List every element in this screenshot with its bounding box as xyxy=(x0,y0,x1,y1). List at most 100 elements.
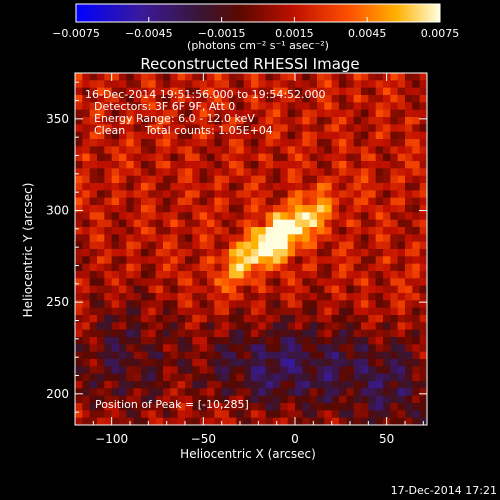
heatmap-cell xyxy=(170,234,179,243)
heatmap-cell xyxy=(133,249,142,257)
heatmap-cell xyxy=(126,161,135,169)
heatmap-cell xyxy=(331,285,340,294)
heatmap-cell xyxy=(148,271,157,279)
heatmap-cell xyxy=(346,359,355,367)
heatmap-cell xyxy=(265,388,274,397)
heatmap-cell xyxy=(368,153,377,162)
heatmap-cell xyxy=(221,381,230,389)
heatmap-cell xyxy=(119,395,127,404)
heatmap-cell xyxy=(346,329,355,338)
heatmap-cell xyxy=(104,285,113,294)
heatmap-cell xyxy=(111,117,120,125)
heatmap-cell xyxy=(287,351,296,360)
heatmap-cell xyxy=(390,183,399,191)
heatmap-cell xyxy=(287,153,296,162)
heatmap-cell xyxy=(89,219,98,228)
heatmap-cell xyxy=(148,388,157,397)
heatmap-cell xyxy=(97,197,105,206)
heatmap-cell xyxy=(163,263,171,272)
heatmap-cell xyxy=(75,263,83,272)
heatmap-cell xyxy=(89,285,98,294)
heatmap-cell xyxy=(412,329,421,338)
heatmap-cell xyxy=(287,263,296,272)
heatmap-cell xyxy=(207,263,215,272)
heatmap-cell xyxy=(273,168,281,177)
heatmap-cell xyxy=(419,227,428,235)
heatmap-cell xyxy=(199,300,208,309)
heatmap-cell xyxy=(353,102,362,111)
heatmap-cell xyxy=(339,197,347,206)
heatmap-cell xyxy=(89,315,98,323)
heatmap-cell xyxy=(243,102,252,111)
heatmap-cell xyxy=(148,95,157,103)
heatmap-cell xyxy=(309,322,318,331)
heatmap-cell xyxy=(170,124,179,133)
heatmap-cell xyxy=(229,205,237,213)
heatmap-cell xyxy=(412,417,421,426)
heatmap-cell xyxy=(309,329,318,338)
heatmap-cell xyxy=(397,256,406,265)
heatmap-cell xyxy=(82,263,91,272)
heatmap-cell xyxy=(419,212,428,221)
heatmap-cell xyxy=(214,388,223,397)
heatmap-cell xyxy=(243,337,252,345)
heatmap-cell xyxy=(89,73,98,81)
heatmap-cell xyxy=(280,337,289,345)
heatmap-cell xyxy=(207,219,215,228)
heatmap-cell xyxy=(104,175,113,184)
heatmap-cell xyxy=(339,410,347,419)
heatmap-cell xyxy=(221,175,230,184)
heatmap-cell xyxy=(375,351,384,360)
heatmap-cell xyxy=(405,322,413,331)
heatmap-cell xyxy=(324,381,333,389)
heatmap-cell xyxy=(295,373,303,382)
heatmap-cell xyxy=(419,359,428,367)
heatmap-cell xyxy=(251,366,259,375)
heatmap-cell xyxy=(185,212,193,221)
heatmap-cell xyxy=(419,153,428,162)
heatmap-cell xyxy=(265,139,274,147)
heatmap-cell xyxy=(199,263,208,272)
heatmap-cell xyxy=(111,300,120,309)
heatmap-cell xyxy=(163,329,171,338)
heatmap-cell xyxy=(397,205,406,213)
heatmap-cell xyxy=(119,344,127,353)
heatmap-cell xyxy=(346,102,355,111)
heatmap-cell xyxy=(383,146,391,155)
heatmap-cell xyxy=(163,190,171,199)
heatmap-cell xyxy=(97,315,105,323)
heatmap-cell xyxy=(339,322,347,331)
heatmap-cell xyxy=(163,80,171,89)
heatmap-cell xyxy=(229,359,237,367)
heatmap-cell xyxy=(412,175,421,184)
heatmap-cell xyxy=(302,410,311,419)
heatmap-cell xyxy=(236,351,245,360)
heatmap-cell xyxy=(280,307,289,316)
heatmap-cell xyxy=(368,175,377,184)
heatmap-cell xyxy=(353,183,362,191)
heatmap-cell xyxy=(324,80,333,89)
heatmap-cell xyxy=(97,344,105,353)
heatmap-cell xyxy=(141,190,149,199)
heatmap-cell xyxy=(89,87,98,96)
heatmap-cell xyxy=(412,395,421,404)
heatmap-cell xyxy=(148,102,157,111)
heatmap-cell xyxy=(405,80,413,89)
heatmap-cell xyxy=(199,403,208,411)
heatmap-cell xyxy=(339,278,347,287)
heatmap-cell xyxy=(214,344,223,353)
heatmap-cell xyxy=(207,388,215,397)
heatmap-cell xyxy=(214,234,223,243)
heatmap-cell xyxy=(170,351,179,360)
heatmap-cell xyxy=(199,410,208,419)
heatmap-cell xyxy=(97,329,105,338)
heatmap-cell xyxy=(251,124,259,133)
heatmap-cell xyxy=(163,227,171,235)
heatmap-cell xyxy=(221,337,230,345)
heatmap-cell xyxy=(97,322,105,331)
heatmap-cell xyxy=(133,293,142,301)
heatmap-cell xyxy=(258,227,267,235)
heatmap-cell xyxy=(214,124,223,133)
heatmap-cell xyxy=(258,300,267,309)
heatmap-cell xyxy=(207,344,215,353)
